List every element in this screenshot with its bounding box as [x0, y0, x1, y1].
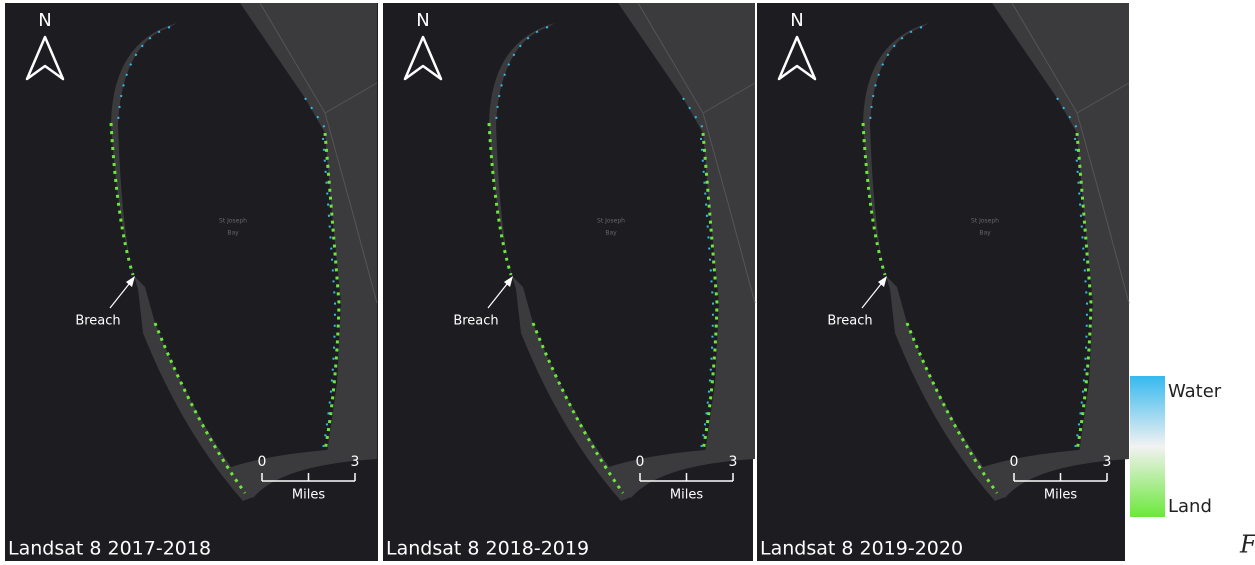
breach-label: Breach	[75, 314, 120, 329]
north-label: N	[38, 10, 51, 31]
bay-label: St Joseph	[971, 218, 999, 225]
north-label: N	[416, 10, 429, 31]
breach-label: Breach	[453, 314, 498, 329]
bay-label: Bay	[605, 230, 617, 237]
bay-label: St Joseph	[597, 218, 625, 225]
north-label: N	[790, 10, 803, 31]
map-panel: N St Joseph Bay Breach 0 3 Miles Landsat 8 2019…	[757, 3, 1129, 561]
scale-unit: Miles	[292, 488, 325, 503]
scale-tick-label: 3	[729, 454, 738, 470]
bay-label: Bay	[227, 230, 239, 237]
scale-tick-label: 3	[351, 454, 360, 470]
scale-unit: Miles	[1044, 488, 1077, 503]
panel-caption: Landsat 8 2017-2018	[8, 538, 211, 560]
scale-unit: Miles	[670, 488, 703, 503]
scale-tick-label: 0	[636, 454, 645, 470]
scale-tick-label: 3	[1103, 454, 1112, 470]
bay-label: St Joseph	[219, 218, 247, 225]
legend-bottom: Land	[1168, 496, 1212, 517]
map-panel: N St Joseph Bay Breach 0 3 Miles Landsat 8 2017…	[5, 3, 378, 561]
breach-label: Breach	[827, 314, 872, 329]
panels: N St Joseph Bay Breach 0 3 Miles Landsat 8 2017…	[5, 3, 1129, 561]
bay-label: Bay	[979, 230, 991, 237]
figure-label: F	[1239, 531, 1255, 559]
scale-tick-label: 0	[1010, 454, 1019, 470]
panel-caption: Landsat 8 2018-2019	[386, 538, 589, 560]
legend-top: Water	[1168, 381, 1222, 402]
legend-gradient	[1130, 376, 1165, 517]
map-panel: N St Joseph Bay Breach 0 3 Miles Landsat 8 2018…	[383, 3, 755, 561]
panel-caption: Landsat 8 2019-2020	[760, 538, 963, 560]
scale-tick-label: 0	[258, 454, 267, 470]
figure: N St Joseph Bay Breach 0 3 Miles Landsat 8 2017…	[0, 0, 1255, 561]
